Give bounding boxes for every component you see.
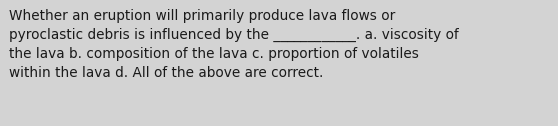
Text: Whether an eruption will primarily produce lava flows or
pyroclastic debris is i: Whether an eruption will primarily produ… (9, 9, 459, 80)
